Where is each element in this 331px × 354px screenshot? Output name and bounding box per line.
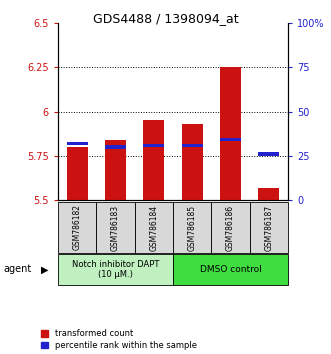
Legend: transformed count, percentile rank within the sample: transformed count, percentile rank withi… xyxy=(41,329,197,350)
FancyBboxPatch shape xyxy=(211,202,250,253)
Bar xyxy=(258,188,279,200)
Text: GSM786186: GSM786186 xyxy=(226,204,235,251)
Bar xyxy=(143,120,164,200)
Text: GSM786187: GSM786187 xyxy=(264,204,273,251)
Text: GSM786182: GSM786182 xyxy=(72,205,82,250)
FancyBboxPatch shape xyxy=(173,254,288,285)
Bar xyxy=(182,124,203,200)
Bar xyxy=(105,145,126,149)
Bar xyxy=(105,140,126,200)
Text: GSM786183: GSM786183 xyxy=(111,204,120,251)
Text: GDS4488 / 1398094_at: GDS4488 / 1398094_at xyxy=(93,12,238,25)
Text: DMSO control: DMSO control xyxy=(200,265,261,274)
Bar xyxy=(220,138,241,141)
Bar xyxy=(258,153,279,156)
Text: ▶: ▶ xyxy=(41,264,48,274)
Bar xyxy=(67,147,88,200)
Text: GSM786184: GSM786184 xyxy=(149,204,158,251)
FancyBboxPatch shape xyxy=(58,202,96,253)
FancyBboxPatch shape xyxy=(58,254,173,285)
Text: GSM786185: GSM786185 xyxy=(188,204,197,251)
Bar xyxy=(182,144,203,147)
Bar xyxy=(220,67,241,200)
Bar xyxy=(143,144,164,147)
FancyBboxPatch shape xyxy=(173,202,211,253)
FancyBboxPatch shape xyxy=(250,202,288,253)
Bar xyxy=(67,142,88,145)
Text: agent: agent xyxy=(3,264,31,274)
FancyBboxPatch shape xyxy=(96,202,135,253)
FancyBboxPatch shape xyxy=(135,202,173,253)
Text: Notch inhibitor DAPT
(10 μM.): Notch inhibitor DAPT (10 μM.) xyxy=(72,260,159,279)
